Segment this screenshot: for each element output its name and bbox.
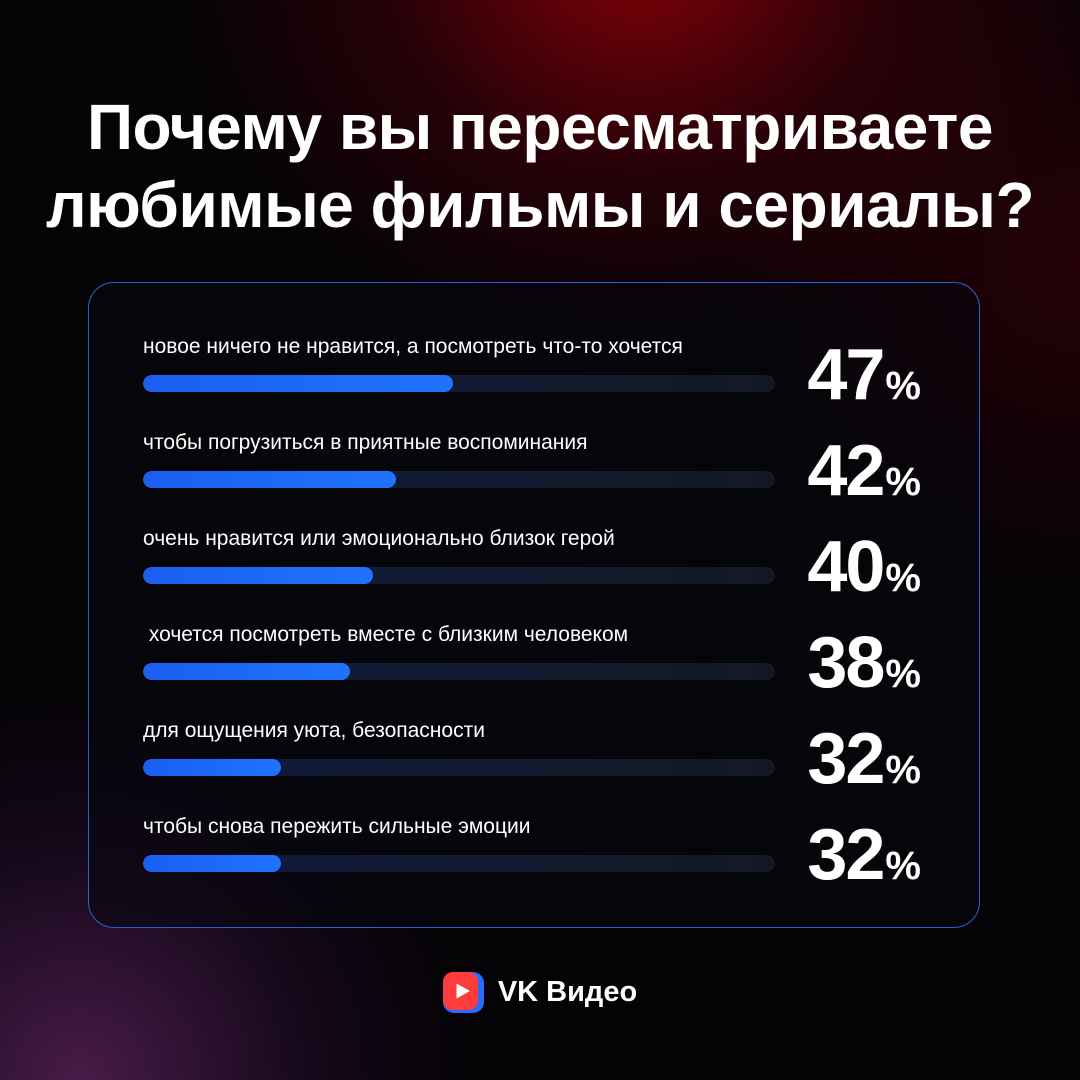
- value-number: 38: [807, 623, 885, 703]
- percent-sign: %: [885, 748, 921, 792]
- bar-track: [143, 663, 775, 680]
- bar-label: очень нравится или эмоционально близок г…: [143, 527, 615, 550]
- bar-fill: [143, 663, 350, 680]
- value-number: 32: [807, 719, 885, 799]
- brand-logo: VK Видео: [0, 972, 1080, 1013]
- value-label: 38%: [807, 627, 921, 699]
- bar-track: [143, 855, 775, 872]
- bar-fill: [143, 759, 281, 776]
- bar-fill: [143, 471, 396, 488]
- title-line-1: Почему вы пересматриваете: [87, 91, 993, 163]
- chart-row: чтобы погрузиться в приятные воспоминани…: [89, 429, 981, 519]
- vk-video-play-icon: [442, 972, 484, 1013]
- bar-fill: [143, 567, 373, 584]
- page-title: Почему вы пересматриваете любимые фильмы…: [0, 88, 1080, 244]
- value-number: 32: [807, 815, 885, 895]
- bar-label: чтобы снова пережить сильные эмоции: [143, 815, 531, 838]
- title-line-2: любимые фильмы и сериалы?: [45, 169, 1035, 241]
- bar-label: чтобы погрузиться в приятные воспоминани…: [143, 431, 588, 454]
- percent-sign: %: [885, 844, 921, 888]
- value-label: 42%: [807, 435, 921, 507]
- bar-fill: [143, 855, 281, 872]
- bar-track: [143, 567, 775, 584]
- bar-fill: [143, 375, 453, 392]
- percent-sign: %: [885, 652, 921, 696]
- percent-sign: %: [885, 460, 921, 504]
- chart-row: для ощущения уюта, безопасности 32%: [89, 717, 981, 807]
- bar-label: новое ничего не нравится, а посмотреть ч…: [143, 335, 683, 358]
- brand-name: VK Видео: [497, 976, 638, 1008]
- chart-row: чтобы снова пережить сильные эмоции 32%: [89, 813, 981, 903]
- bar-track: [143, 471, 775, 488]
- bar-track: [143, 375, 775, 392]
- value-label: 47%: [807, 339, 921, 411]
- chart-row: хочется посмотреть вместе с близким чело…: [89, 621, 981, 711]
- value-label: 40%: [807, 531, 921, 603]
- bar-label: хочется посмотреть вместе с близким чело…: [143, 623, 629, 646]
- value-number: 47: [807, 335, 885, 415]
- bar-label: для ощущения уюта, безопасности: [143, 719, 485, 742]
- chart-row: новое ничего не нравится, а посмотреть ч…: [89, 333, 981, 423]
- value-label: 32%: [807, 819, 921, 891]
- value-number: 42: [807, 431, 885, 511]
- percent-sign: %: [885, 364, 921, 408]
- percent-sign: %: [885, 556, 921, 600]
- value-label: 32%: [807, 723, 921, 795]
- chart-row: очень нравится или эмоционально близок г…: [89, 525, 981, 615]
- bar-chart-card: новое ничего не нравится, а посмотреть ч…: [88, 282, 980, 928]
- value-number: 40: [807, 527, 885, 607]
- bar-track: [143, 759, 775, 776]
